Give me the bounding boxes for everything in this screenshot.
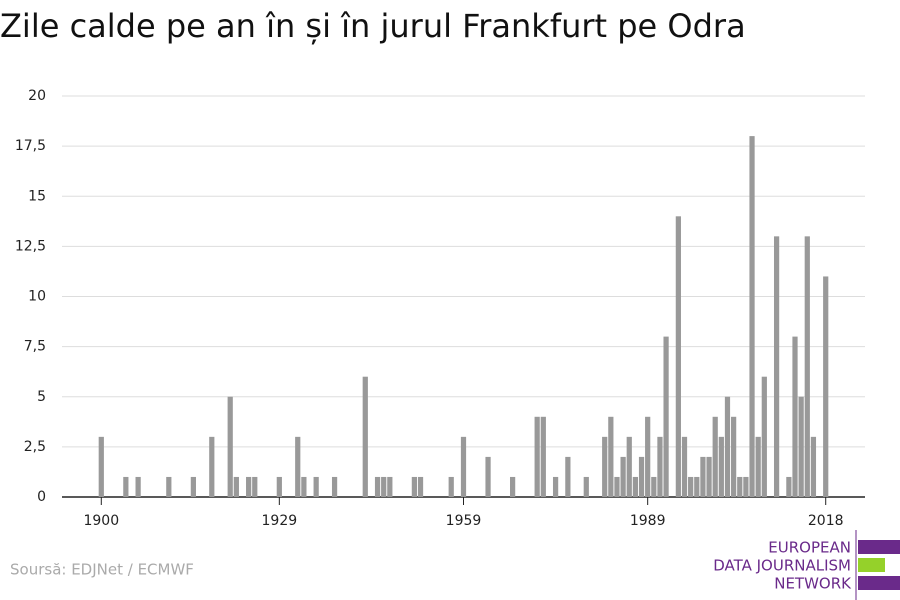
bar bbox=[761, 376, 767, 497]
bar bbox=[123, 476, 129, 497]
bar bbox=[638, 456, 645, 497]
bar bbox=[565, 456, 571, 497]
logo-text: EUROPEAN bbox=[768, 539, 851, 557]
bar bbox=[374, 476, 381, 497]
bar bbox=[651, 476, 657, 497]
y-tick-label: 20 bbox=[28, 88, 46, 104]
bar bbox=[331, 476, 338, 497]
logo-text: NETWORK bbox=[774, 575, 852, 593]
bar bbox=[485, 456, 491, 497]
y-tick-label: 15 bbox=[28, 188, 46, 204]
bar bbox=[798, 396, 804, 497]
y-tick-label: 0 bbox=[37, 489, 46, 505]
bar bbox=[135, 476, 141, 497]
bar bbox=[583, 476, 589, 497]
bar bbox=[552, 476, 559, 497]
chart-title: Zile calde pe an în și în jurul Frankfur… bbox=[0, 7, 746, 45]
bar bbox=[792, 336, 798, 497]
bar bbox=[246, 476, 252, 497]
bar bbox=[534, 416, 540, 497]
bar bbox=[602, 436, 608, 497]
bar bbox=[681, 436, 688, 497]
bar bbox=[301, 476, 307, 497]
y-tick-label: 12,5 bbox=[15, 238, 46, 254]
x-tick-label: 1929 bbox=[262, 513, 298, 529]
bar bbox=[786, 476, 792, 497]
bar bbox=[688, 476, 694, 497]
bar bbox=[718, 436, 724, 497]
bar bbox=[448, 476, 454, 497]
bar bbox=[233, 476, 239, 497]
logo-text: DATA JOURNALISM bbox=[713, 557, 851, 575]
logo-bar bbox=[858, 558, 885, 572]
bar bbox=[276, 476, 282, 497]
bar bbox=[620, 456, 626, 497]
bar bbox=[190, 476, 196, 497]
bar bbox=[724, 396, 731, 497]
bar bbox=[227, 396, 233, 497]
x-tick-label: 1900 bbox=[83, 513, 119, 529]
y-tick-label: 7,5 bbox=[24, 339, 46, 355]
bar bbox=[608, 416, 614, 497]
bar bbox=[749, 136, 755, 497]
bar bbox=[626, 436, 632, 497]
x-tick-label: 1989 bbox=[630, 513, 666, 529]
bar bbox=[98, 436, 104, 497]
bar bbox=[645, 416, 651, 497]
y-tick-label: 17,5 bbox=[15, 138, 46, 154]
x-tick-label: 1959 bbox=[446, 513, 482, 529]
bar bbox=[712, 416, 718, 497]
x-tick-label: 2018 bbox=[808, 513, 844, 529]
bar bbox=[663, 336, 669, 497]
bar bbox=[540, 416, 546, 497]
bar bbox=[362, 376, 368, 497]
bar bbox=[313, 476, 319, 497]
logo-bar bbox=[858, 540, 900, 554]
bar bbox=[387, 476, 393, 497]
bar bbox=[675, 216, 681, 498]
bar bbox=[706, 456, 712, 497]
bar bbox=[295, 436, 301, 497]
bar bbox=[804, 236, 810, 497]
y-tick-label: 5 bbox=[37, 389, 46, 405]
bar bbox=[381, 476, 387, 497]
y-tick-label: 2,5 bbox=[24, 439, 46, 455]
bar bbox=[737, 476, 743, 497]
bar bbox=[209, 436, 215, 497]
bar bbox=[411, 476, 417, 497]
bar bbox=[252, 476, 258, 497]
source: Soursă: EDJNet / ECMWF bbox=[10, 561, 194, 579]
bar bbox=[417, 476, 424, 497]
bar bbox=[694, 476, 700, 497]
bar bbox=[810, 436, 817, 497]
bar bbox=[614, 476, 620, 497]
bar bbox=[510, 476, 516, 497]
bar bbox=[773, 236, 780, 497]
bar bbox=[700, 456, 706, 497]
logo-bar bbox=[858, 576, 900, 590]
bar bbox=[166, 476, 172, 497]
y-tick-label: 10 bbox=[28, 289, 46, 305]
bar bbox=[632, 476, 639, 497]
bar bbox=[743, 476, 749, 497]
bar bbox=[460, 436, 467, 497]
bar bbox=[823, 276, 829, 497]
bar bbox=[755, 436, 761, 497]
bar bbox=[657, 436, 663, 497]
bar bbox=[731, 416, 737, 497]
